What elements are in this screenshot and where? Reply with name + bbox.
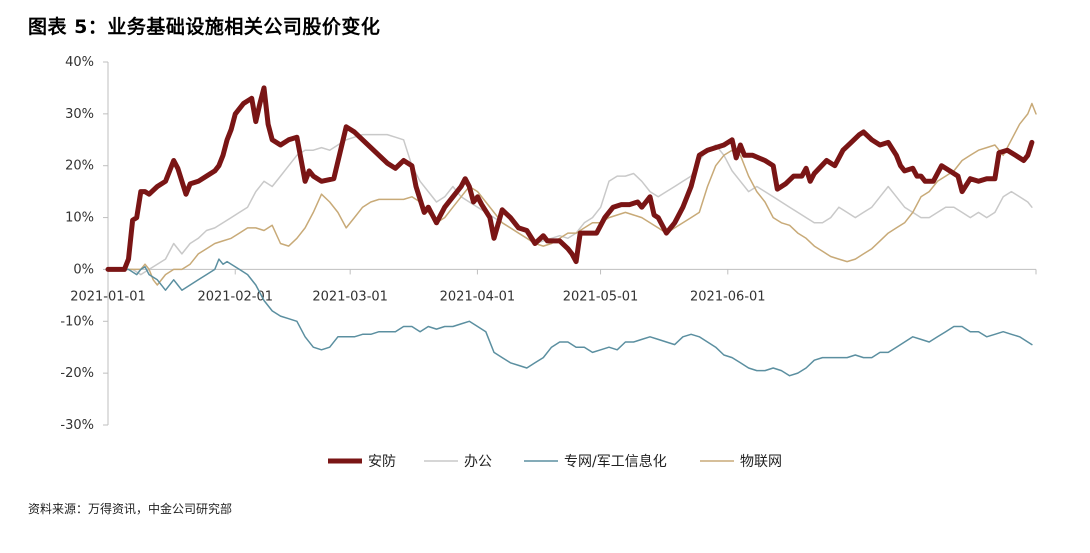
y-tick-label: 10%	[65, 211, 94, 226]
legend-label: 办公	[464, 454, 492, 470]
x-tick-label: 2021-03-01	[312, 289, 388, 304]
x-tick-label: 2021-06-01	[690, 289, 766, 304]
legend-label: 专网/军工信息化	[564, 453, 667, 470]
legend-label: 物联网	[740, 454, 782, 470]
y-tick-label: -20%	[60, 366, 94, 381]
y-tick-label: 40%	[65, 55, 94, 70]
series-line-0	[105, 85, 1035, 272]
series-line-2	[107, 258, 1033, 377]
series-line-3	[107, 102, 1037, 286]
x-tick-label: 2021-05-01	[563, 289, 639, 304]
legend-label: 安防	[368, 454, 396, 470]
y-tick-label: -10%	[60, 314, 94, 329]
chart-title: 图表 5：业务基础设施相关公司股价变化	[28, 16, 381, 38]
x-tick-label: 2021-04-01	[440, 289, 516, 304]
source-note: 资料来源：万得资讯，中金公司研究部	[28, 502, 233, 516]
y-tick-label: 20%	[65, 159, 94, 174]
series-line-1	[107, 133, 1033, 276]
y-tick-label: 0%	[73, 262, 94, 277]
y-tick-label: 30%	[65, 107, 94, 122]
y-tick-label: -30%	[60, 418, 94, 433]
x-tick-label: 2021-02-01	[197, 289, 273, 304]
x-tick-label: 2021-01-01	[70, 289, 146, 304]
